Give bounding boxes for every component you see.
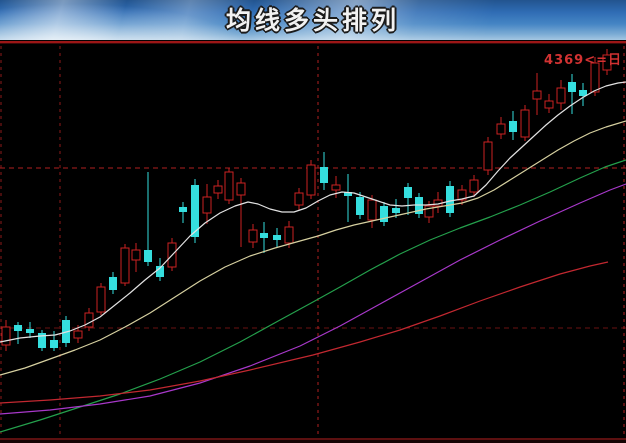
candle-body	[424, 205, 434, 218]
candle-body	[556, 87, 566, 104]
candle-body	[26, 329, 34, 333]
candle-body	[380, 206, 388, 222]
candle-body	[213, 185, 223, 194]
candle-body	[344, 192, 352, 196]
candle-body	[331, 184, 341, 191]
ma-line-pale-yellow	[0, 120, 626, 376]
candle-body	[509, 121, 517, 132]
candle-body	[1, 326, 11, 346]
candle-body	[248, 229, 258, 243]
ma-lines-layer	[0, 81, 626, 433]
ma-line-green	[0, 159, 626, 433]
candle-body	[446, 186, 454, 213]
candle-body	[568, 82, 576, 92]
candle-body	[320, 167, 328, 183]
candle-body	[520, 109, 530, 138]
price-label: 4369<=日	[544, 53, 622, 68]
candle-body	[260, 233, 268, 238]
candle-body	[131, 249, 141, 261]
candle-body	[404, 187, 412, 198]
candle-body	[367, 199, 377, 221]
bottom-border	[0, 437, 626, 443]
candle-body	[532, 90, 542, 100]
candle-body	[14, 325, 22, 331]
chart-title: 均线多头排列	[225, 5, 400, 35]
candle-body	[294, 192, 304, 206]
candle-body	[544, 100, 554, 109]
candle-body	[273, 235, 281, 240]
candle-body	[306, 164, 316, 196]
candle-body	[120, 247, 130, 284]
grid-layer	[0, 46, 626, 437]
candle-body	[144, 250, 152, 262]
ma-line-magenta	[0, 183, 626, 415]
candle-body	[191, 185, 199, 237]
top-border	[0, 40, 626, 45]
candle-body	[469, 179, 479, 193]
candle-body	[50, 340, 58, 348]
candle-body	[224, 171, 234, 201]
candle-body	[457, 189, 467, 201]
candle-body	[236, 182, 246, 196]
candle-body	[602, 54, 612, 71]
candle-body	[590, 62, 600, 93]
candle-body	[156, 266, 164, 277]
candle-body	[202, 196, 212, 214]
ma-line-white	[0, 81, 626, 343]
candle-body	[392, 208, 400, 213]
candle-body	[84, 312, 94, 328]
candle-body	[579, 90, 587, 96]
candle-body	[73, 330, 83, 339]
header-banner: 均线多头排列	[0, 0, 626, 40]
candle-body	[356, 197, 364, 215]
candle-body	[96, 286, 106, 313]
ma-line-red	[0, 261, 609, 404]
candle-body	[179, 207, 187, 212]
candle-body	[284, 226, 294, 244]
candle-body	[483, 141, 493, 171]
candle-body	[109, 277, 117, 290]
candle-body	[38, 333, 46, 348]
candle-body	[496, 123, 506, 135]
